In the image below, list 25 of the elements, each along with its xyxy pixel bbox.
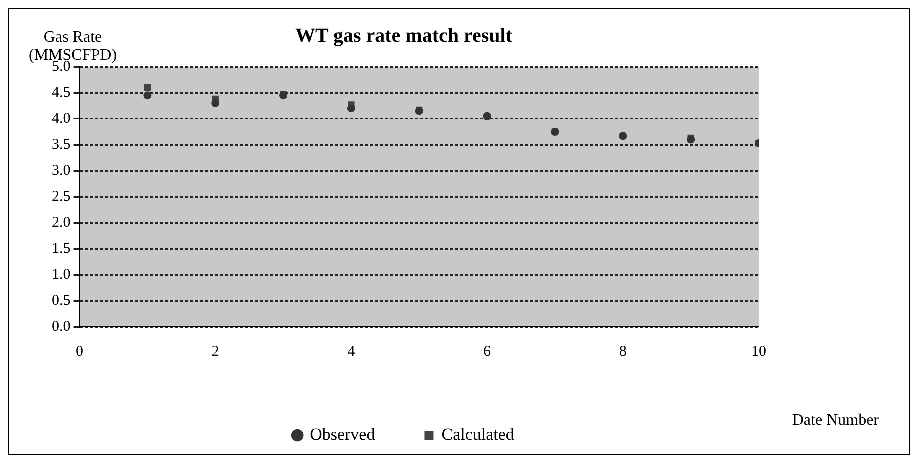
y-tick-label: 1.5 [52, 240, 71, 257]
point [144, 84, 152, 92]
x-tick-label: 0 [76, 344, 84, 360]
point [347, 104, 356, 113]
x-tick-label: 4 [348, 344, 356, 360]
x-axis-title: Date Number [792, 412, 879, 430]
y-axis-title: Gas Rate (MMSCFPD) [29, 29, 118, 64]
y-tick-label: 3.5 [52, 136, 71, 153]
x-tick-label: 8 [619, 344, 627, 360]
y-tick-label: 4.0 [52, 110, 71, 127]
point [212, 99, 220, 108]
x-tick-label: 6 [484, 344, 492, 360]
x-tick-label: 2 [212, 344, 220, 360]
x-tick-label: 10 [752, 344, 766, 360]
legend-label: Observed [310, 424, 376, 444]
y-tick-label: 1.0 [52, 266, 71, 283]
y-tick-label: 3.0 [52, 162, 71, 179]
y-tick-label: 2.5 [52, 188, 71, 205]
y-tick-label: 0.5 [52, 292, 71, 309]
point [144, 92, 152, 100]
legend-label: Calculated [442, 424, 515, 444]
y-tick-label: 4.5 [52, 84, 71, 101]
y-tick-label: 2.0 [52, 214, 71, 231]
chart-title: WT gas rate match result [295, 25, 513, 48]
y-tick-label: 0.0 [52, 318, 71, 335]
